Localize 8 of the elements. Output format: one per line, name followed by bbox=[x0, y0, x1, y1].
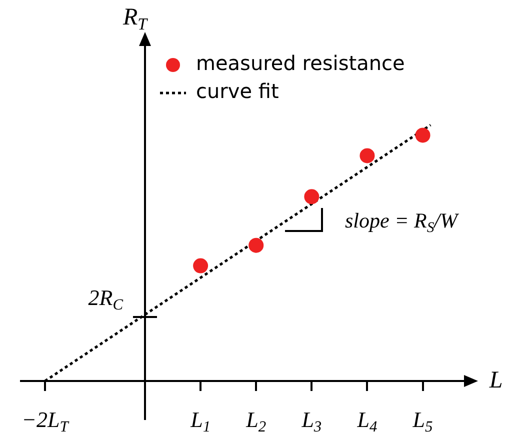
point bbox=[193, 258, 208, 274]
x-axis-title: L bbox=[488, 367, 503, 394]
point bbox=[360, 148, 375, 164]
point bbox=[304, 189, 320, 204]
legend-label: measured resistance bbox=[196, 51, 405, 76]
point bbox=[415, 128, 430, 143]
legend-label: curve fit bbox=[196, 79, 279, 104]
point bbox=[248, 238, 264, 253]
